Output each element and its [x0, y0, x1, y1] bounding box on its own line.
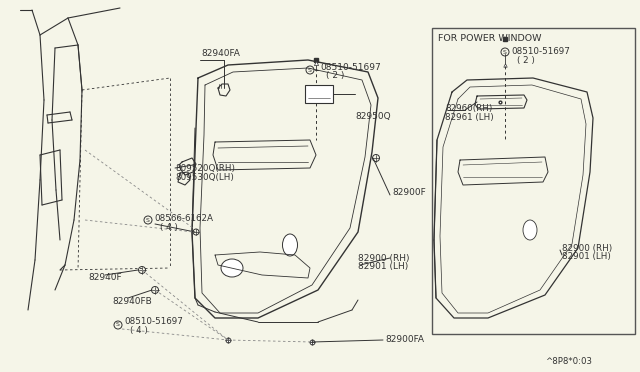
- Text: 82940FB: 82940FB: [112, 298, 152, 307]
- Text: ( 2 ): ( 2 ): [326, 71, 344, 80]
- Text: 82960(RH): 82960(RH): [445, 103, 492, 112]
- Text: 08510-51697: 08510-51697: [320, 62, 381, 71]
- Text: 82901 (LH): 82901 (LH): [562, 253, 611, 262]
- Bar: [305, 85, 333, 103]
- Text: ^8P8*0:03: ^8P8*0:03: [545, 357, 592, 366]
- Text: 82961 (LH): 82961 (LH): [445, 112, 493, 122]
- Text: 82900F: 82900F: [392, 187, 426, 196]
- Text: 08510-51697: 08510-51697: [124, 317, 183, 327]
- Text: 809530Q(LH): 809530Q(LH): [175, 173, 234, 182]
- Ellipse shape: [523, 220, 537, 240]
- Text: 809520Q(RH): 809520Q(RH): [175, 164, 235, 173]
- Text: S: S: [308, 67, 312, 73]
- Text: 82950Q: 82950Q: [355, 112, 390, 121]
- Text: S: S: [503, 49, 507, 55]
- Bar: [432, 28, 635, 334]
- Text: ( 2 ): ( 2 ): [517, 55, 535, 64]
- Text: 82940FA: 82940FA: [201, 48, 240, 58]
- Text: S: S: [146, 218, 150, 222]
- Text: ( 4 ): ( 4 ): [160, 222, 178, 231]
- Text: 82940F: 82940F: [88, 273, 122, 282]
- Text: ( 4 ): ( 4 ): [130, 327, 148, 336]
- Text: S: S: [116, 323, 120, 327]
- Ellipse shape: [282, 234, 298, 256]
- Text: 08510-51697: 08510-51697: [511, 46, 570, 55]
- Text: 82900 (RH): 82900 (RH): [562, 244, 612, 253]
- Text: 82900FA: 82900FA: [385, 336, 424, 344]
- Text: FOR POWER WINDOW: FOR POWER WINDOW: [438, 33, 541, 42]
- Text: 82900 (RH): 82900 (RH): [358, 253, 410, 263]
- Text: 82901 (LH): 82901 (LH): [358, 263, 408, 272]
- Ellipse shape: [221, 259, 243, 277]
- Text: 08566-6162A: 08566-6162A: [154, 214, 213, 222]
